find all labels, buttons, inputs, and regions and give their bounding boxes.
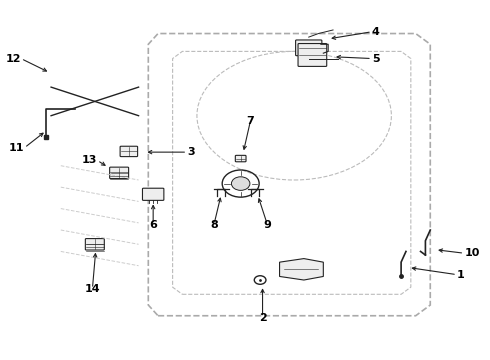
Text: 8: 8 [210, 220, 218, 230]
FancyBboxPatch shape [110, 167, 128, 179]
Text: 13: 13 [82, 156, 97, 165]
FancyBboxPatch shape [85, 239, 104, 250]
FancyBboxPatch shape [235, 156, 246, 162]
Text: 1: 1 [457, 270, 465, 280]
FancyBboxPatch shape [298, 44, 327, 66]
FancyBboxPatch shape [120, 146, 138, 157]
Text: 9: 9 [264, 220, 271, 230]
FancyBboxPatch shape [295, 40, 322, 56]
Circle shape [231, 177, 250, 190]
Text: 14: 14 [85, 284, 100, 294]
Polygon shape [280, 258, 323, 280]
Text: 6: 6 [149, 220, 157, 230]
FancyBboxPatch shape [143, 188, 164, 201]
Text: 2: 2 [259, 312, 267, 323]
Text: 5: 5 [372, 54, 380, 64]
Text: 10: 10 [465, 248, 480, 258]
Text: 11: 11 [9, 143, 24, 153]
Text: 3: 3 [187, 147, 195, 157]
Text: 7: 7 [246, 116, 254, 126]
Text: 4: 4 [372, 27, 380, 37]
Text: 12: 12 [5, 54, 21, 64]
